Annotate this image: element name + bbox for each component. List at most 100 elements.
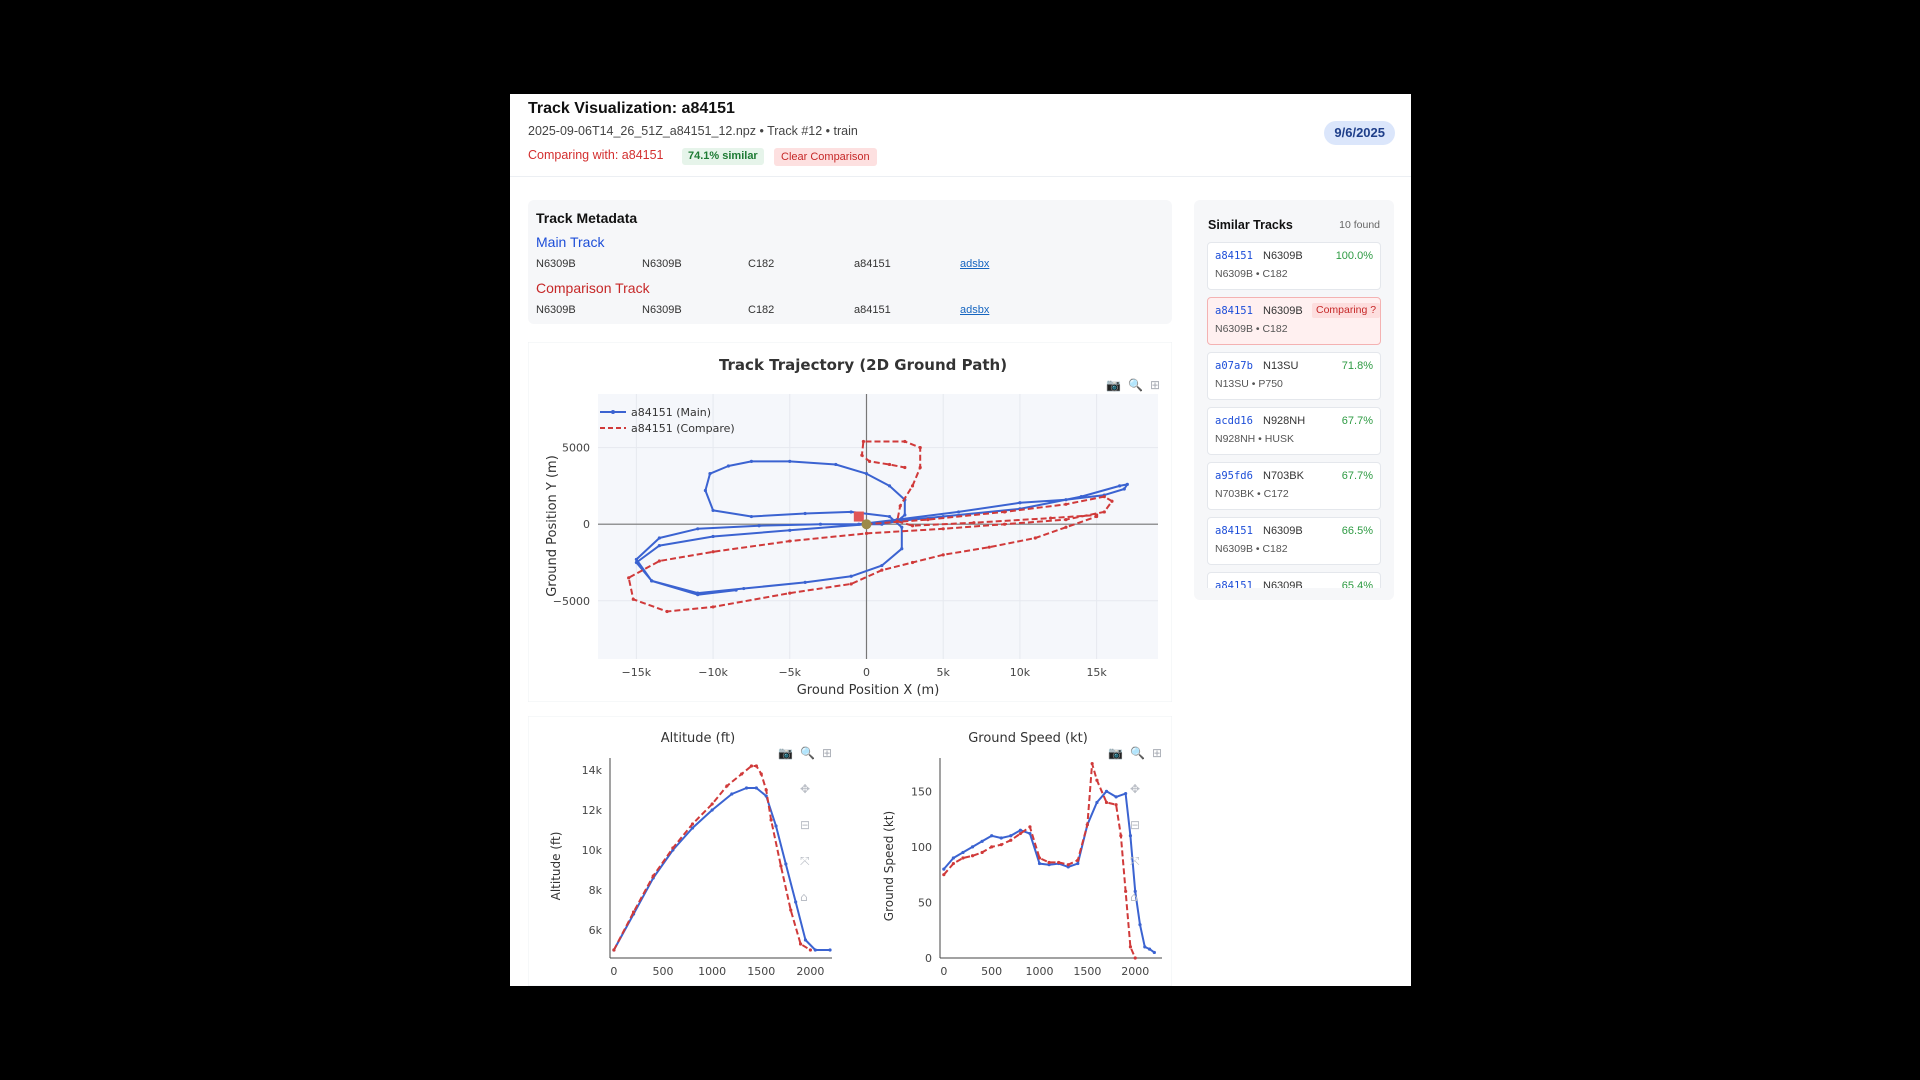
compare-point	[1057, 860, 1061, 865]
trajectory-title: Track Trajectory (2D Ground Path)	[719, 356, 1007, 374]
legend-main-marker	[611, 410, 615, 414]
series-compare-line[interactable]	[613, 765, 811, 951]
home-icon[interactable]: ⌂	[800, 890, 808, 904]
main-point	[903, 513, 907, 517]
compare-point	[1104, 800, 1109, 805]
compare-hex: a84151	[854, 304, 891, 316]
similar-track-item[interactable]: a84151 N6309B 65.4%	[1207, 572, 1381, 588]
compare-point	[1064, 525, 1068, 529]
altitude-chart[interactable]: 0 500 1000 1500 2000 6k 8k 10k 12k 14k 📷 🔍 ⊞ ✥ ⊟ ⤧ ⌂	[582, 745, 832, 978]
pan-icon[interactable]: ✥	[1130, 782, 1140, 796]
main-point	[857, 522, 861, 526]
compare-point	[788, 539, 792, 543]
trajectory-chart[interactable]: Track Trajectory (2D Ground Path) 📷🔍⊞✥⊟⤧…	[528, 342, 1172, 702]
compare-point	[987, 545, 991, 549]
camera-icon[interactable]: 📷	[778, 746, 793, 760]
main-point	[657, 544, 661, 548]
y-tick-label: 0	[925, 952, 932, 965]
main-adsbx-link[interactable]: adsbx	[960, 258, 990, 270]
compare-point	[1095, 513, 1099, 517]
compare-point	[631, 597, 635, 601]
compare-point	[918, 465, 922, 470]
y-tick-label: 0	[583, 518, 590, 531]
main-hex: a84151	[854, 258, 891, 270]
compare-adsbx-link[interactable]: adsbx	[960, 304, 990, 316]
main-point	[887, 514, 892, 519]
compare-point	[665, 609, 669, 614]
zoom-in-icon[interactable]: ⊞	[1150, 378, 1160, 392]
compare-point	[1102, 495, 1106, 499]
trajectory-ylabel: Ground Position Y (m)	[545, 455, 560, 597]
zoom-out-icon[interactable]: ⊟	[1130, 818, 1140, 832]
track-similarity: 71.8%	[1341, 360, 1373, 372]
compare-point	[671, 846, 675, 850]
zoom-icon[interactable]: 🔍	[1128, 377, 1143, 392]
main-registration: N6309B	[536, 258, 576, 270]
main-point	[1064, 498, 1068, 502]
similar-track-item-comparing[interactable]: a84151 N6309B Comparing ? N6309B • C182	[1207, 297, 1381, 345]
track-similarity: 67.7%	[1341, 415, 1373, 427]
y-tick-label: −5000	[553, 595, 590, 608]
series-main-line[interactable]	[613, 787, 830, 951]
zoom-icon[interactable]: 🔍	[1130, 745, 1145, 760]
series-main-line[interactable]	[943, 790, 1155, 954]
compare-point	[942, 873, 946, 877]
compare-point	[754, 764, 758, 768]
compare-point	[1119, 834, 1123, 838]
track-similarity: 67.7%	[1341, 470, 1373, 482]
compare-point	[1090, 761, 1094, 766]
pan-icon[interactable]: ✥	[800, 782, 810, 796]
similar-track-item[interactable]: acdd16 N928NH 67.7% N928NH • HUSK	[1207, 407, 1381, 455]
compare-point	[657, 559, 661, 563]
similar-track-item[interactable]: a84151 N6309B 100.0% N6309B • C182	[1207, 242, 1381, 290]
series-compare-line[interactable]	[627, 440, 1113, 613]
main-point	[1104, 789, 1109, 793]
zoom-out-icon[interactable]: ⊟	[800, 818, 810, 832]
compare-point	[999, 843, 1003, 847]
compare-point	[749, 764, 754, 768]
main-point	[1138, 923, 1142, 927]
main-point	[1066, 865, 1070, 869]
compare-point	[951, 861, 955, 866]
trajectory-legend[interactable]: a84151 (Main) a84151 (Compare)	[600, 406, 735, 435]
ground-speed-chart[interactable]: 0 500 1000 1500 2000 0 50 100 150 📷 🔍 ⊞ ✥ ⊟ ⤧ ⌂	[911, 745, 1162, 978]
autoscale-icon[interactable]: ⤧	[800, 854, 810, 868]
main-point	[999, 836, 1003, 840]
compare-point	[1128, 945, 1133, 949]
main-point	[834, 462, 838, 467]
camera-icon[interactable]: 📷	[1108, 746, 1123, 760]
track-similarity: 65.4%	[1341, 580, 1373, 588]
compare-point	[861, 439, 866, 444]
compare-point	[970, 854, 975, 858]
compare-point	[788, 591, 792, 595]
compare-point	[1076, 858, 1080, 862]
track-hex: a84151	[1215, 525, 1253, 537]
y-tick-label: 100	[911, 841, 932, 854]
main-point	[990, 834, 994, 838]
similar-track-item[interactable]: a84151 N6309B 66.5% N6309B • C182	[1207, 517, 1381, 565]
series-compare-line[interactable]	[943, 762, 1137, 959]
home-icon[interactable]: ⌂	[1130, 890, 1138, 904]
zoom-icon[interactable]: 🔍	[800, 745, 815, 760]
legend-main-label: a84151 (Main)	[631, 406, 711, 419]
compare-point	[627, 576, 631, 580]
similar-track-item[interactable]: a95fd6 N703BK 67.7% N703BK • C172	[1207, 462, 1381, 510]
zoom-in-icon[interactable]: ⊞	[1152, 746, 1162, 760]
clear-comparison-button[interactable]: Clear Comparison	[774, 148, 877, 166]
camera-icon[interactable]: 📷	[1106, 378, 1121, 392]
main-point	[690, 826, 695, 830]
track-hex: a84151	[1215, 305, 1253, 317]
x-tick-label: 2000	[1121, 965, 1149, 978]
main-point	[657, 536, 661, 540]
legend-compare-label: a84151 (Compare)	[631, 422, 735, 435]
autoscale-icon[interactable]: ⤧	[1130, 854, 1140, 868]
similar-tracks-list[interactable]: a84151 N6309B 100.0% N6309B • C182 a8415…	[1207, 242, 1381, 588]
compare-point	[711, 550, 715, 554]
altitude-title: Altitude (ft)	[661, 731, 736, 746]
zoom-in-icon[interactable]: ⊞	[822, 746, 832, 760]
compare-point	[612, 948, 616, 952]
compare-point	[1047, 860, 1051, 865]
similar-track-item[interactable]: a07a7b N13SU 71.8% N13SU • P750	[1207, 352, 1381, 400]
main-point	[1125, 482, 1129, 486]
